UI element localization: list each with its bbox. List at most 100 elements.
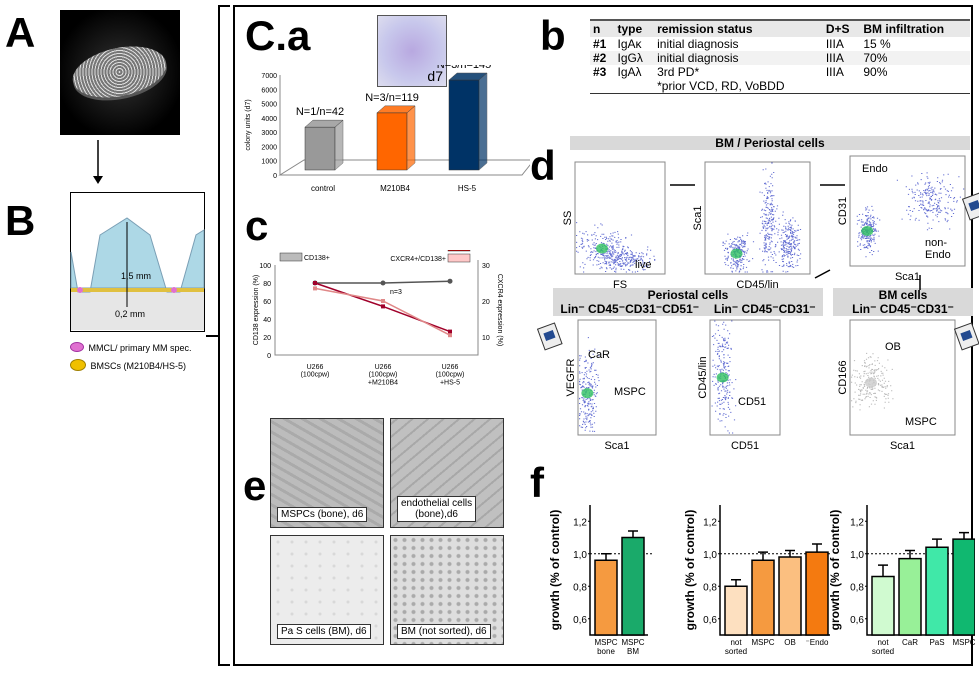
x-tick-label: MSPC: [751, 638, 774, 647]
y-tick-label: 6000: [261, 87, 277, 94]
x-tick-label: PaS: [929, 638, 944, 647]
data-point: [380, 280, 386, 286]
bar-annotation: N=1/n=42: [296, 106, 344, 118]
caption: BM (not sorted), d6: [397, 624, 491, 639]
y-tick-label: 0,6: [573, 615, 587, 626]
y-tick-label: 20: [263, 335, 271, 342]
legend-swatch: [279, 252, 303, 262]
x-tick-label: not sorted: [872, 638, 894, 656]
bm-title: BM cells: [878, 288, 928, 302]
day-label: d7: [427, 68, 443, 84]
bar-annotation: N=3/n=119: [365, 92, 419, 104]
y-tick-label: 1,0: [573, 550, 587, 561]
x-tick-label: MSPC BM: [621, 638, 644, 656]
colony-micrograph: d7: [377, 15, 447, 87]
y-tick-label: 0,6: [703, 615, 717, 626]
colony-bar-chart: 0 1000 2000 3000 4000 5000 6000 7000 colony unit…: [245, 65, 530, 193]
y-tick-label: 100: [259, 263, 271, 270]
y-tick-label: 1,2: [703, 517, 717, 528]
y-axis-label: growth (% of control): [828, 510, 842, 631]
bar-top: [448, 72, 488, 81]
legend-mm: MMCL/ primary MM spec.: [70, 338, 191, 356]
x-tick-label: U266 (100cpw): [301, 364, 330, 379]
density-core: [596, 243, 608, 254]
flow-plot-frame: [704, 161, 811, 275]
legend-label: CXCR4+: [418, 250, 446, 252]
table-header: D+S: [822, 19, 861, 37]
y-axis-label: CD45/lin: [697, 356, 709, 398]
density-core: [730, 248, 743, 259]
y-tick-label: 5000: [261, 102, 277, 109]
panel-label-ca: C.a: [245, 12, 311, 59]
table-row: #3 IgAλ 3rd PD* *prior VCD, RD, VoBDD IIIA 9…: [590, 65, 970, 94]
panel-label-e: e: [243, 462, 267, 509]
y2-axis-label: CXCR4 expression (%): [496, 274, 503, 346]
bmsc-cell-icon: [70, 358, 86, 371]
growth-chart-2: 0,6 0,8 1,0 1,2 growth (% of control) not sort…: [683, 505, 830, 656]
bar: [778, 556, 802, 636]
x-axis-label: Sca1: [890, 440, 915, 452]
patient-table: n type remission status D+S BM infiltration #…: [590, 19, 970, 94]
micrograph-bm: BM (not sorted), d6: [390, 535, 504, 645]
x-tick-label: CaR: [902, 638, 918, 647]
y-tick-label: 4000: [261, 116, 277, 123]
cell-sorter-screen: [960, 330, 973, 341]
cell-sorter-screen: [543, 330, 556, 341]
periostal-title: Periostal cells: [647, 288, 729, 302]
caption: endothelial cells (bone),d6: [397, 496, 477, 522]
density-core: [865, 377, 877, 388]
legend-label: CXCR4+/CD138+: [390, 256, 446, 263]
bar: [898, 557, 922, 636]
table-header: type: [614, 19, 655, 37]
y-tick-label: 1000: [261, 159, 277, 166]
device-photo: [60, 10, 180, 135]
down-arrow: [93, 140, 103, 184]
x-tick-label: HS-5: [458, 184, 477, 193]
legend-label: BMSCs (M210B4/HS-5): [90, 361, 186, 371]
legend-swatch: [447, 250, 471, 252]
x-tick-label: not sorted: [725, 638, 747, 656]
y-tick-label: 3000: [261, 130, 277, 137]
y-tick-label: 0,6: [850, 615, 864, 626]
caption: Pa S cells (BM), d6: [277, 624, 371, 639]
y2-tick-label: 10: [482, 335, 490, 342]
gate-label: non-Endo: [925, 237, 951, 261]
y-tick-label: 40: [263, 317, 271, 324]
y-axis-label: VEGFR: [565, 359, 577, 397]
series-line: [314, 287, 451, 336]
gate-label: OB: [885, 341, 901, 353]
y-tick-label: 0,8: [573, 582, 587, 593]
table-row: #2 IgGλ initial diagnosis IIIA 70%: [590, 51, 970, 65]
table-header: n: [590, 19, 615, 37]
flow-plot-frame: [577, 319, 657, 436]
bar-side: [406, 105, 416, 171]
bar-annotation: N=3/n=145: [437, 65, 491, 71]
x-axis-label: Sca1: [895, 271, 920, 283]
bar: [621, 536, 645, 636]
legend-bmsc: BMSCs (M210B4/HS-5): [70, 356, 186, 374]
flow-events: [576, 222, 656, 273]
y-axis-label: CD31: [837, 197, 849, 225]
table-cell: #2: [590, 51, 615, 65]
panel-label-b-table: b: [540, 12, 566, 59]
scaffold-diagram: 1,5 mm 0,2 mm: [70, 192, 205, 332]
y-axis-label: CD166: [837, 360, 849, 394]
growth-chart-3: 0,6 0,8 1,0 1,2 growth (% of control) not sort…: [828, 505, 975, 656]
bar-top: [376, 105, 416, 114]
bar-top: [304, 119, 344, 128]
bm-sub: Lin⁻ CD45⁻CD31⁻: [852, 302, 954, 316]
table-cell: 90%: [860, 65, 970, 94]
y-tick-label: 1,0: [850, 550, 864, 561]
y2-tick-label: 20: [482, 299, 490, 306]
gate-label: MSPC: [905, 416, 937, 428]
gate-label: Endo: [862, 163, 888, 175]
y-tick-label: 1,2: [573, 517, 587, 528]
bar: [751, 559, 775, 636]
data-point: [448, 329, 452, 334]
gate-label: CaR: [588, 349, 610, 361]
flow-plot-frame: [849, 319, 956, 436]
table-cell: IIIA: [825, 37, 844, 51]
gate-label: MSPC: [614, 386, 646, 398]
bar: [448, 79, 480, 171]
